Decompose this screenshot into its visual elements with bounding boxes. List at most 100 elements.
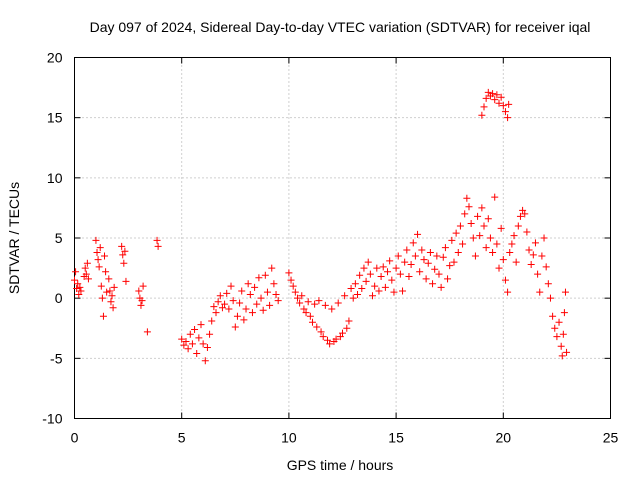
data-point	[231, 323, 239, 331]
data-point	[296, 299, 304, 307]
data-point	[431, 265, 439, 273]
data-point	[96, 244, 104, 252]
data-point	[506, 248, 514, 256]
data-point	[439, 253, 447, 261]
data-point	[373, 264, 381, 272]
data-point	[429, 280, 437, 288]
data-point	[270, 280, 278, 288]
data-point	[122, 277, 130, 285]
data-point	[523, 228, 531, 236]
data-point	[343, 324, 351, 332]
data-point	[210, 303, 218, 311]
x-tick-label: 15	[388, 430, 404, 446]
data-point	[534, 270, 542, 278]
data-point	[326, 340, 334, 348]
data-point	[308, 318, 316, 326]
data-point	[336, 333, 344, 341]
data-point	[178, 335, 186, 343]
data-point	[248, 309, 256, 317]
data-point	[143, 328, 151, 336]
data-point	[323, 336, 331, 344]
data-point	[399, 287, 407, 295]
axis-ticks: 0 5 10 15 20 25 -10 -5 0 5 10 15 20	[42, 50, 618, 446]
data-point	[424, 259, 432, 267]
data-point	[493, 91, 501, 99]
data-point	[563, 348, 571, 356]
data-point	[287, 276, 295, 284]
data-point	[495, 264, 503, 272]
data-point	[313, 323, 321, 331]
data-point	[102, 268, 110, 276]
data-point	[546, 294, 554, 302]
data-point	[512, 258, 520, 266]
data-point	[536, 288, 544, 296]
data-point	[354, 291, 362, 299]
data-point	[73, 285, 81, 293]
data-point	[180, 341, 188, 349]
data-point	[81, 264, 89, 272]
data-point	[501, 276, 509, 284]
data-point	[390, 288, 398, 296]
data-point	[446, 262, 454, 270]
data-point	[315, 297, 323, 305]
data-point	[266, 301, 274, 309]
data-point	[109, 304, 117, 312]
y-tick-label: 10	[47, 170, 63, 186]
data-point	[371, 282, 379, 290]
data-point	[236, 299, 244, 307]
data-point	[392, 264, 400, 272]
data-point	[529, 251, 537, 259]
data-point	[560, 309, 568, 317]
data-point	[339, 329, 346, 337]
data-point	[516, 212, 524, 220]
data-point	[212, 309, 220, 317]
data-point	[476, 232, 484, 240]
data-point	[456, 222, 464, 230]
data-point	[268, 264, 276, 272]
data-point	[497, 224, 505, 232]
data-point	[386, 257, 394, 265]
chart-title: Day 097 of 2024, Sidereal Day-to-day VTE…	[90, 19, 591, 35]
data-point	[491, 193, 499, 201]
data-point	[223, 289, 231, 297]
data-point	[377, 273, 385, 281]
data-point	[233, 312, 241, 320]
data-point	[75, 291, 83, 299]
data-point	[263, 288, 271, 296]
data-point	[478, 204, 486, 212]
data-point	[426, 248, 434, 256]
data-point	[401, 258, 409, 266]
data-point	[76, 283, 84, 291]
data-point	[195, 334, 203, 342]
data-point	[416, 268, 424, 276]
data-point	[544, 280, 552, 288]
data-point	[289, 282, 297, 290]
data-point	[118, 242, 126, 250]
data-point	[201, 357, 209, 365]
data-point	[272, 291, 280, 299]
data-point	[319, 333, 327, 341]
data-point	[379, 263, 387, 271]
data-point	[467, 220, 475, 228]
data-point	[188, 340, 196, 348]
data-point	[478, 111, 486, 119]
data-point	[274, 297, 282, 305]
data-point	[257, 294, 265, 302]
data-point	[293, 294, 301, 302]
data-point	[255, 274, 263, 282]
data-point	[414, 230, 422, 238]
data-point	[489, 248, 497, 256]
data-point	[471, 252, 479, 260]
y-tick-label: -5	[50, 350, 63, 366]
data-point	[480, 222, 488, 230]
data-point	[558, 352, 566, 360]
data-point	[551, 324, 559, 332]
data-point	[508, 240, 516, 248]
data-point	[153, 236, 161, 244]
data-point	[105, 275, 113, 283]
data-point	[491, 96, 499, 104]
x-tick-label: 20	[496, 430, 512, 446]
data-point	[510, 232, 518, 240]
data-point	[242, 305, 250, 313]
data-point	[504, 114, 512, 122]
